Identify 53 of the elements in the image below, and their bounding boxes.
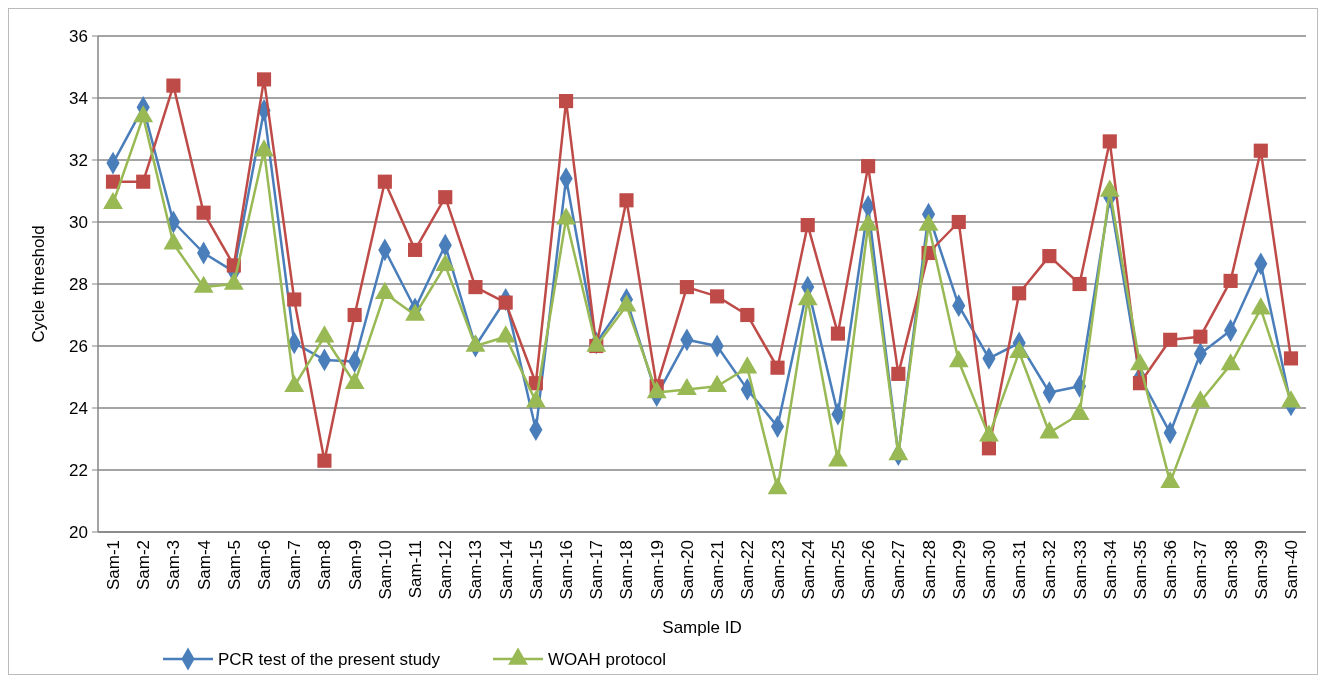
y-tick-label: 32	[69, 150, 88, 170]
y-tick-label: 20	[69, 522, 88, 542]
x-tick-label: Sam-4	[194, 540, 214, 591]
y-tick-label: 26	[69, 336, 88, 356]
y-tick-label: 34	[69, 88, 88, 108]
x-tick-label: Sam-17	[587, 540, 607, 600]
y-axis-title: Cycle threshold	[29, 225, 48, 343]
y-tick-label: 28	[69, 274, 88, 294]
x-tick-label: Sam-8	[315, 540, 335, 591]
x-tick-label: Sam-19	[647, 540, 667, 600]
x-tick-label: Sam-32	[1040, 540, 1060, 600]
x-tick-label: Sam-25	[828, 540, 848, 600]
x-tick-label: Sam-3	[164, 540, 184, 591]
x-tick-label: Sam-26	[859, 540, 879, 600]
x-tick-label: Sam-23	[768, 540, 788, 600]
legend-label: WOAH protocol	[548, 649, 667, 669]
y-tick-label: 24	[69, 398, 88, 418]
x-tick-label: Sam-12	[436, 540, 456, 600]
x-tick-label: Sam-10	[375, 540, 395, 600]
x-tick-label: Sam-13	[466, 540, 486, 600]
x-tick-label: Sam-16	[557, 540, 577, 600]
x-tick-label: Sam-11	[406, 540, 426, 599]
x-tick-label: Sam-38	[1221, 540, 1241, 600]
y-tick-label: 30	[69, 212, 88, 232]
x-tick-label: Sam-20	[677, 540, 697, 600]
x-tick-label: Sam-39	[1251, 540, 1271, 600]
x-tick-label: Sam-34	[1100, 540, 1120, 600]
x-axis-title: Sample ID	[662, 618, 742, 637]
x-tick-label: Sam-29	[949, 540, 969, 600]
x-tick-label: Sam-6	[255, 540, 275, 591]
x-tick-label: Sam-27	[889, 540, 909, 600]
x-tick-label: Sam-14	[496, 540, 516, 600]
x-tick-label: Sam-7	[285, 540, 305, 591]
x-tick-label: Sam-5	[224, 540, 244, 591]
x-tick-label: Sam-1	[104, 540, 123, 591]
x-tick-label: Sam-9	[345, 540, 365, 591]
x-tick-label: Sam-37	[1191, 540, 1211, 600]
y-tick-label: 22	[69, 460, 88, 480]
x-tick-label: Sam-35	[1130, 540, 1150, 600]
x-tick-label: Sam-40	[1282, 540, 1301, 600]
x-tick-label: Sam-22	[738, 540, 758, 600]
x-tick-label: Sam-21	[708, 540, 728, 600]
x-tick-label: Sam-15	[526, 540, 546, 600]
x-tick-label: Sam-2	[134, 540, 154, 591]
x-tick-label: Sam-24	[798, 540, 818, 600]
x-tick-label: Sam-18	[617, 540, 637, 600]
x-tick-label: Sam-28	[919, 540, 939, 600]
x-tick-label: Sam-31	[1010, 540, 1030, 600]
y-tick-label: 36	[69, 26, 88, 46]
legend-label: PCR test of the present study	[218, 649, 441, 669]
x-tick-label: Sam-33	[1070, 540, 1090, 600]
x-tick-label: Sam-30	[979, 540, 999, 600]
x-tick-label: Sam-36	[1161, 540, 1181, 600]
